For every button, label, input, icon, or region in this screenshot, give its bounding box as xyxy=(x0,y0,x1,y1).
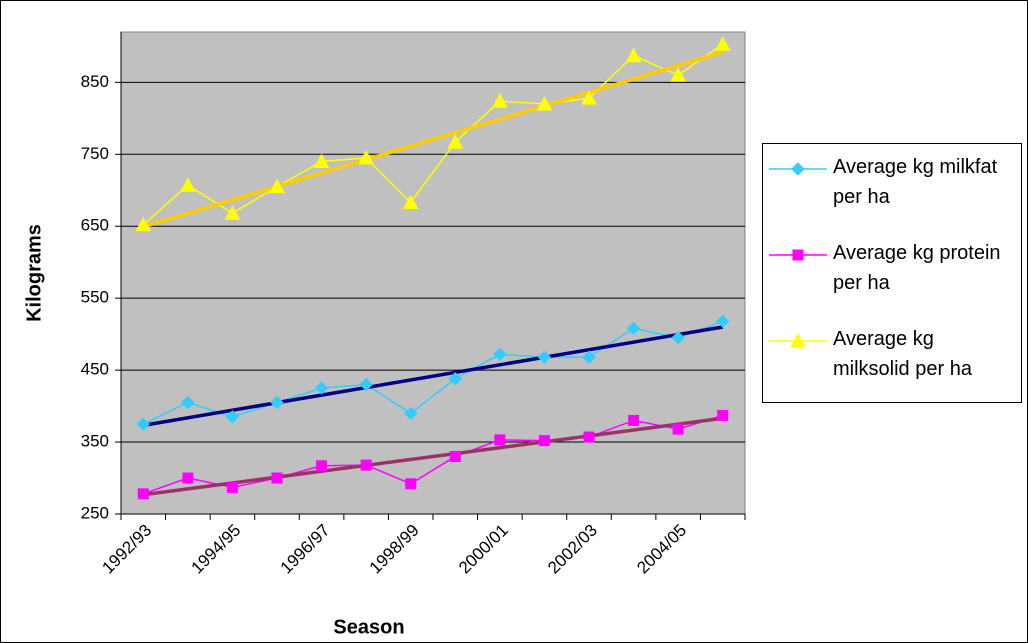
legend-label: Average kg milkfat per ha xyxy=(833,156,998,208)
series-line xyxy=(143,414,723,495)
legend: Average kg milkfat per ha Average kg prot… xyxy=(762,143,1022,403)
y-tick-label: 250 xyxy=(81,503,109,522)
marker xyxy=(492,93,508,108)
legend-swatch xyxy=(769,249,827,261)
marker xyxy=(717,409,729,421)
marker xyxy=(135,216,152,232)
marker xyxy=(269,178,285,194)
marker xyxy=(271,472,283,484)
marker xyxy=(224,205,241,220)
marker xyxy=(225,410,240,424)
marker xyxy=(313,153,330,168)
marker xyxy=(405,478,417,490)
marker xyxy=(136,417,150,431)
marker xyxy=(358,149,374,165)
marker xyxy=(180,177,196,192)
marker xyxy=(359,377,373,392)
trend-line xyxy=(142,325,724,428)
marker xyxy=(716,314,730,328)
marker xyxy=(494,434,506,446)
marker xyxy=(672,423,684,435)
marker xyxy=(625,47,642,63)
series-line xyxy=(142,43,724,226)
marker xyxy=(582,350,596,364)
marker xyxy=(790,332,806,348)
marker xyxy=(792,249,804,261)
marker xyxy=(581,90,597,105)
marker xyxy=(402,194,419,209)
trend-line xyxy=(142,50,724,229)
y-tick-label: 450 xyxy=(81,360,109,379)
marker xyxy=(226,481,238,493)
marker xyxy=(404,406,418,420)
y-tick-label: 550 xyxy=(81,288,109,307)
marker xyxy=(447,134,464,149)
legend-item: Average kg protein per ha xyxy=(763,234,1021,314)
marker xyxy=(628,414,640,426)
marker xyxy=(626,321,641,336)
marker xyxy=(671,331,685,345)
marker xyxy=(316,460,328,472)
marker xyxy=(493,347,507,361)
legend-swatch xyxy=(769,332,827,348)
trend-line xyxy=(143,416,723,497)
marker xyxy=(182,472,194,484)
marker xyxy=(670,67,686,82)
marker xyxy=(536,95,553,111)
legend-swatch xyxy=(769,162,827,176)
marker xyxy=(314,381,329,395)
series-line xyxy=(142,320,723,425)
marker xyxy=(537,350,552,364)
y-tick-label: 650 xyxy=(81,216,109,235)
marker xyxy=(448,372,462,386)
legend-item: Average kg milksolid per ha xyxy=(763,320,1021,400)
marker xyxy=(449,450,461,462)
marker xyxy=(270,395,284,410)
marker xyxy=(714,36,731,51)
legend-label: Average kg milksolid per ha xyxy=(833,328,972,380)
y-axis-title: Kilograms xyxy=(23,224,45,322)
x-axis-title: Season xyxy=(333,616,404,638)
y-tick-label: 750 xyxy=(81,144,109,163)
legend-item: Average kg milkfat per ha xyxy=(763,148,1021,228)
marker xyxy=(538,435,550,447)
marker xyxy=(137,488,149,500)
marker xyxy=(583,431,595,443)
marker xyxy=(181,395,195,410)
marker xyxy=(791,162,805,176)
y-tick-label: 350 xyxy=(81,432,109,451)
y-tick-label: 850 xyxy=(81,72,109,91)
marker xyxy=(360,459,372,471)
plot-area xyxy=(120,31,746,515)
legend-label: Average kg protein per ha xyxy=(833,242,1001,294)
